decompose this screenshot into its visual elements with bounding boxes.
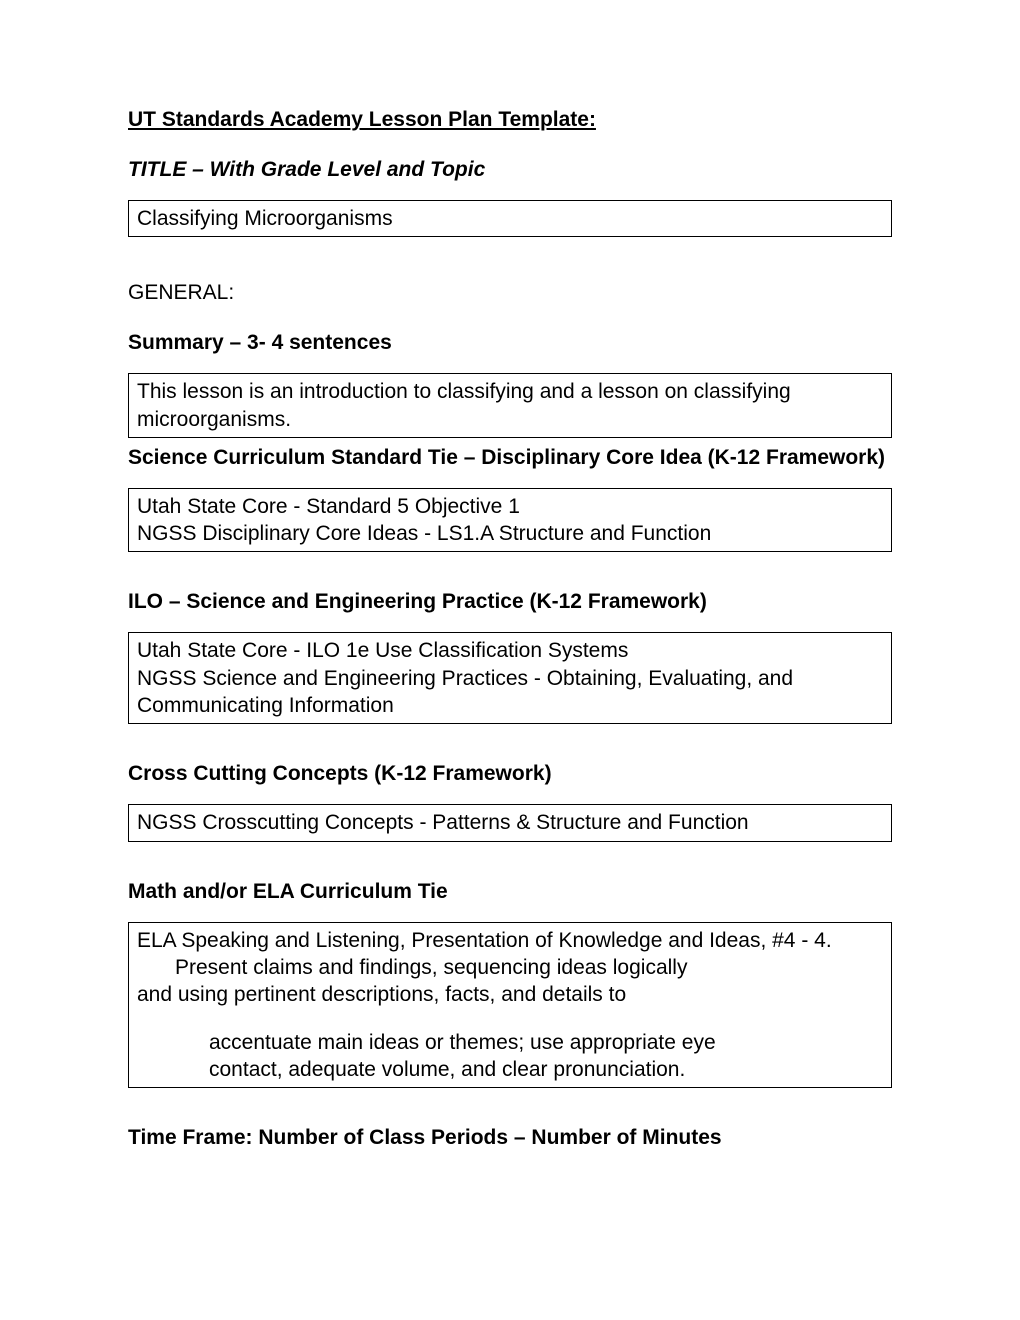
math-ela-box: ELA Speaking and Listening, Presentation… xyxy=(128,922,892,1088)
ela-para-1: ELA Speaking and Listening, Presentation… xyxy=(137,927,883,954)
ela-indent-1: Present claims and findings, sequencing … xyxy=(137,954,883,981)
ela-para-2: and using pertinent descriptions, facts,… xyxy=(137,981,883,1008)
cross-cutting-heading: Cross Cutting Concepts (K-12 Framework) xyxy=(128,762,892,786)
ela-indent-2a: accentuate main ideas or themes; use app… xyxy=(137,1029,883,1056)
document-title: UT Standards Academy Lesson Plan Templat… xyxy=(128,108,892,132)
time-frame-heading: Time Frame: Number of Class Periods – Nu… xyxy=(128,1126,892,1150)
summary-box: This lesson is an introduction to classi… xyxy=(128,373,892,438)
ela-blank xyxy=(137,1009,883,1029)
science-standard-box: Utah State Core - Standard 5 Objective 1… xyxy=(128,488,892,553)
general-heading: GENERAL: xyxy=(128,281,892,305)
ela-indent-2b: contact, adequate volume, and clear pron… xyxy=(137,1056,883,1083)
summary-heading: Summary – 3- 4 sentences xyxy=(128,331,892,355)
ilo-line-2: NGSS Science and Engineering Practices -… xyxy=(137,665,883,720)
science-line-2: NGSS Disciplinary Core Ideas - LS1.A Str… xyxy=(137,520,883,547)
cross-cutting-box: NGSS Crosscutting Concepts - Patterns & … xyxy=(128,804,892,841)
ilo-line-1: Utah State Core - ILO 1e Use Classificat… xyxy=(137,637,883,664)
title-box: Classifying Microorganisms xyxy=(128,200,892,237)
cross-cutting-text: NGSS Crosscutting Concepts - Patterns & … xyxy=(137,809,883,836)
ilo-heading: ILO – Science and Engineering Practice (… xyxy=(128,590,892,614)
title-label: TITLE – With Grade Level and Topic xyxy=(128,158,892,182)
science-standard-heading: Science Curriculum Standard Tie – Discip… xyxy=(128,446,892,470)
ilo-box: Utah State Core - ILO 1e Use Classificat… xyxy=(128,632,892,724)
title-box-text: Classifying Microorganisms xyxy=(137,205,883,232)
summary-text: This lesson is an introduction to classi… xyxy=(137,378,883,433)
science-line-1: Utah State Core - Standard 5 Objective 1 xyxy=(137,493,883,520)
math-ela-heading: Math and/or ELA Curriculum Tie xyxy=(128,880,892,904)
